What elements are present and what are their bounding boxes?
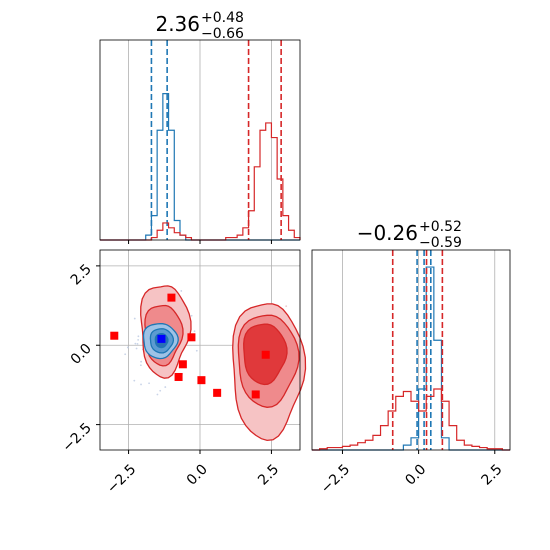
marginal-histogram-param2: −2.5 0.0 2.5	[311, 249, 511, 497]
joint-contour-panel: −2.5 0.0 2.5 2.5 0.0 −2.5	[59, 249, 307, 497]
y-tick-label: 2.5	[68, 261, 95, 288]
scatter-sample	[180, 290, 183, 292]
scatter-sample	[137, 338, 140, 341]
red-marker	[174, 372, 183, 381]
title-main-param2: −0.26	[357, 221, 418, 245]
x-tick-label: −2.5	[318, 462, 353, 497]
scatter-sample	[140, 360, 143, 363]
scatter-sample	[134, 342, 137, 345]
red-marker	[261, 350, 270, 359]
marginal-title-param2: −0.26 +0.52 −0.59	[357, 219, 462, 251]
scatter-sample	[133, 379, 136, 382]
axes-frame	[311, 249, 511, 451]
y-tick-label: 0.0	[68, 341, 95, 368]
scatter-sample	[139, 364, 142, 367]
x-tick-label: 0.0	[402, 462, 429, 489]
scatter-sample	[148, 382, 150, 385]
scatter-sample	[195, 349, 198, 352]
marginal-histogram-param1	[99, 39, 301, 244]
scatter-sample	[156, 393, 159, 396]
red-marker	[187, 333, 196, 342]
x-tick-label: −2.5	[104, 462, 139, 497]
plot-area	[312, 250, 510, 450]
scatter-sample	[135, 347, 138, 350]
title-sub-param2: −0.59	[419, 235, 462, 251]
scatter-sample	[285, 305, 288, 308]
scatter-sample	[164, 386, 167, 388]
title-sub-param1: −0.66	[201, 26, 244, 42]
scatter-sample	[133, 317, 136, 320]
scatter-sample	[140, 383, 142, 386]
red-marker	[197, 376, 206, 385]
red-marker	[167, 293, 176, 302]
title-sup-param1: +0.48	[201, 10, 244, 26]
scatter-sample	[124, 353, 127, 356]
marginal-title-param1: 2.36 +0.48 −0.66	[155, 10, 244, 42]
scatter-sample	[193, 330, 196, 333]
scatter-sample	[190, 314, 193, 317]
title-main-param1: 2.36	[155, 12, 200, 36]
title-sup-param2: +0.52	[419, 219, 462, 235]
blue-marker	[157, 334, 166, 343]
x-tick-label: 0.0	[184, 462, 211, 489]
scatter-sample	[137, 335, 140, 338]
red-marker	[251, 390, 260, 399]
scatter-sample	[136, 343, 139, 345]
scatter-sample	[126, 346, 129, 349]
red-marker	[213, 388, 222, 397]
y-tick-label: −2.5	[59, 420, 94, 455]
scatter-sample	[159, 389, 162, 392]
x-tick-label: 2.5	[479, 462, 506, 489]
x-tick-label: 2.5	[255, 462, 282, 489]
histogram-series-red	[312, 388, 510, 451]
red-marker	[178, 360, 187, 369]
red-marker	[110, 331, 119, 340]
